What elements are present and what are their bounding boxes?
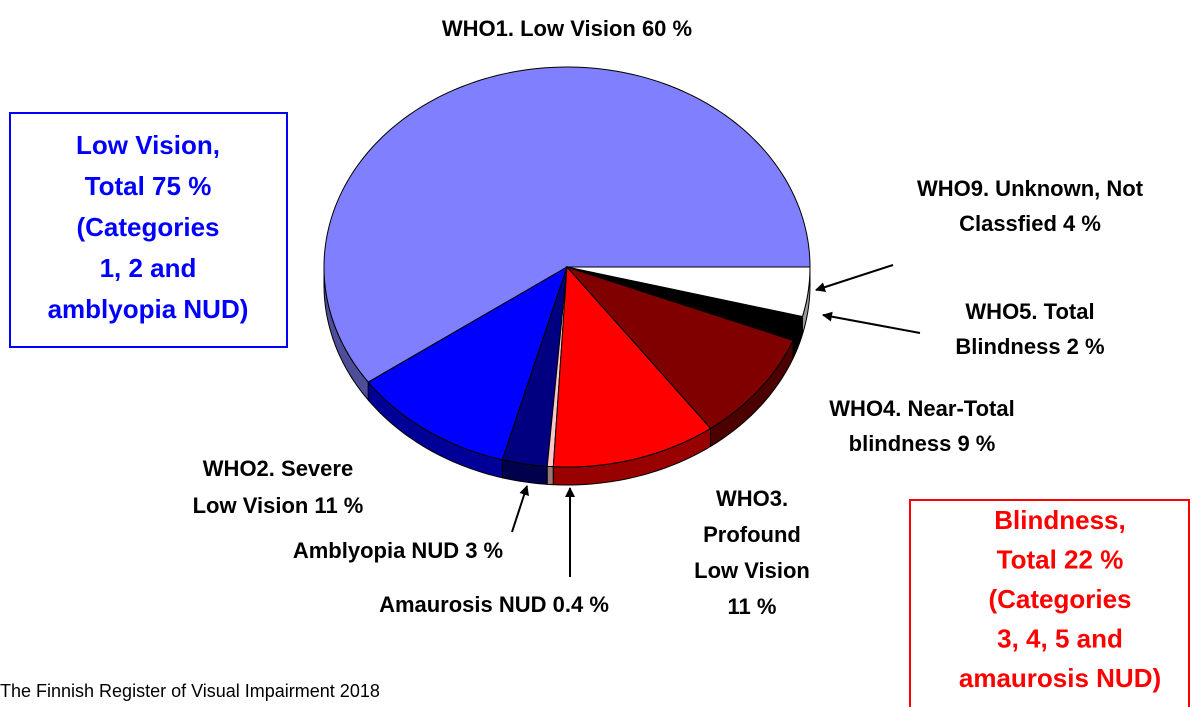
- data-label: Amaurosis NUD 0.4 %: [379, 592, 609, 617]
- blindness-box: [909, 499, 1190, 707]
- slice-side: [546, 465, 554, 486]
- data-label: Low Vision: [694, 558, 810, 583]
- arrow: [815, 264, 894, 292]
- arrow: [822, 311, 921, 334]
- data-label: WHO2. Severe: [203, 456, 353, 481]
- annotation: Low Vision,: [76, 130, 220, 160]
- low-vision-box: [9, 112, 288, 348]
- annotation: (Categories: [76, 212, 219, 242]
- slice: [566, 266, 804, 341]
- data-label: Low Vision 11 %: [193, 493, 364, 518]
- annotation: (Categories: [988, 584, 1131, 614]
- slice: [565, 265, 794, 430]
- slice: [566, 266, 811, 318]
- slice: [367, 265, 568, 461]
- pie: [323, 66, 811, 486]
- data-label: WHO1. Low Vision 60 %: [442, 16, 692, 41]
- slice: [552, 265, 712, 468]
- data-label: blindness 9 %: [849, 431, 996, 456]
- annotation: amaurosis NUD): [959, 663, 1161, 693]
- annotation: Total 75 %: [85, 171, 212, 201]
- data-label: WHO4. Near-Total: [829, 396, 1014, 421]
- annotation: amblyopia NUD): [48, 294, 249, 324]
- slice: [501, 266, 568, 467]
- annotation: Blindness,: [994, 505, 1125, 535]
- data-label: WHO5. Total: [965, 299, 1094, 324]
- data-label: Classfied 4 %: [959, 211, 1101, 236]
- source: The Finnish Register of Visual Impairmen…: [0, 681, 380, 701]
- annotation: 3, 4, 5 and: [997, 623, 1123, 653]
- data-label: WHO3.: [716, 486, 788, 511]
- data-label: Blindness 2 %: [955, 334, 1104, 359]
- arrow: [511, 485, 529, 533]
- slice: [323, 66, 811, 383]
- data-label: 11 %: [728, 594, 777, 619]
- annotation: 1, 2 and: [100, 253, 197, 283]
- data-label: Profound: [703, 522, 801, 547]
- data-label: WHO9. Unknown, Not: [917, 176, 1144, 201]
- data-label: Amblyopia NUD 3 %: [293, 538, 503, 563]
- annotation: Total 22 %: [997, 544, 1124, 574]
